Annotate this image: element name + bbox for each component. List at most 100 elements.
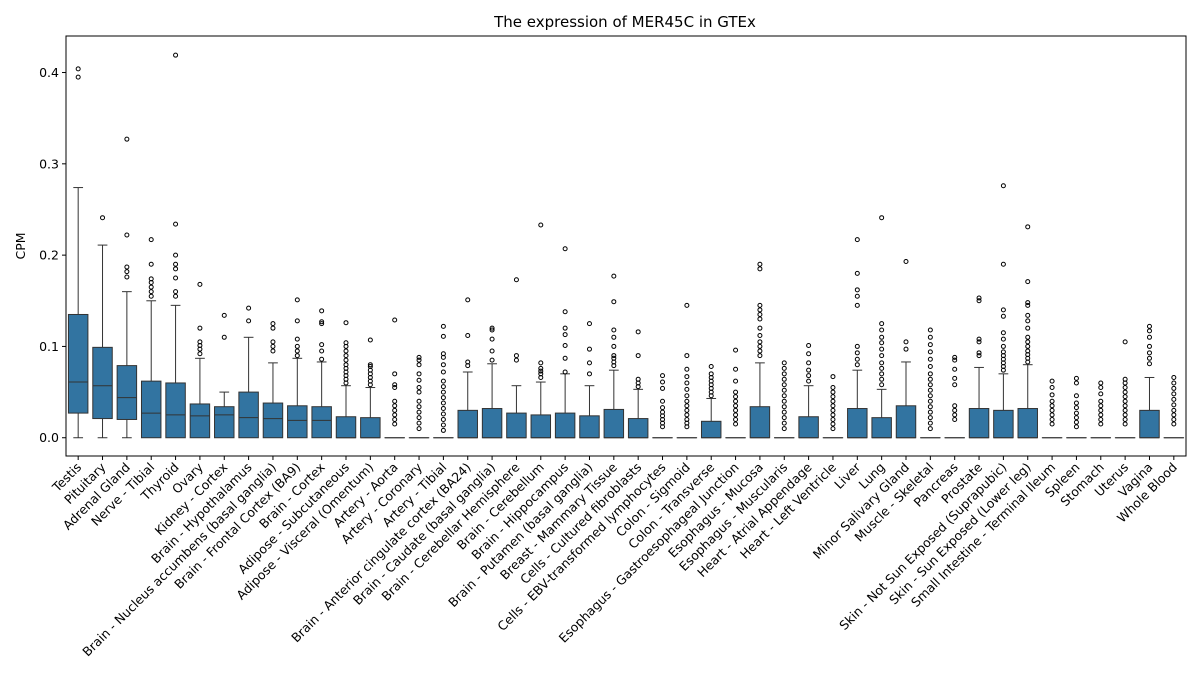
outlier-point xyxy=(1000,183,1006,189)
outlier-point xyxy=(952,366,958,372)
outlier-point xyxy=(319,342,325,348)
box-group xyxy=(335,320,357,439)
outlier-point xyxy=(1122,407,1128,413)
outlier-point xyxy=(927,393,933,399)
outlier-point xyxy=(294,336,300,342)
outlier-point xyxy=(1073,410,1079,416)
outlier-point xyxy=(343,348,349,354)
outlier-point xyxy=(635,353,641,359)
outlier-point xyxy=(806,373,812,379)
outlier-point xyxy=(173,252,179,258)
outlier-point xyxy=(976,336,982,342)
outlier-point xyxy=(197,351,203,357)
outlier-point xyxy=(173,293,179,299)
outlier-point xyxy=(611,355,617,361)
outlier-point xyxy=(1122,394,1128,400)
outlier-point xyxy=(392,416,398,422)
outlier-point xyxy=(1146,343,1152,349)
box xyxy=(798,416,819,439)
outlier-point xyxy=(319,319,325,325)
outlier-point xyxy=(1025,312,1031,318)
outlier-point xyxy=(611,327,617,333)
outlier-point xyxy=(903,346,909,352)
box xyxy=(360,417,381,439)
outlier-point xyxy=(270,339,276,345)
box xyxy=(506,412,527,439)
outlier-point xyxy=(733,366,739,372)
outlier-point xyxy=(392,412,398,418)
outlier-point xyxy=(1098,407,1104,413)
outlier-point xyxy=(173,52,179,58)
outlier-point xyxy=(1049,392,1055,398)
outlier-point xyxy=(294,353,300,359)
outlier-point xyxy=(465,332,471,338)
box-group xyxy=(725,347,746,439)
outlier-point xyxy=(757,325,763,331)
box xyxy=(92,346,113,420)
outlier-point xyxy=(1171,380,1177,386)
outlier-point xyxy=(757,339,763,345)
outlier-point xyxy=(927,356,933,362)
outlier-point xyxy=(343,340,349,346)
outlier-point xyxy=(927,398,933,404)
outlier-point xyxy=(757,348,763,354)
outlier-point xyxy=(538,368,544,374)
outlier-point xyxy=(1171,421,1177,427)
outlier-point xyxy=(197,281,203,287)
outlier-point xyxy=(440,416,446,422)
outlier-point xyxy=(392,421,398,427)
outlier-point xyxy=(781,398,787,404)
box xyxy=(968,408,990,439)
outlier-point xyxy=(976,339,982,345)
outlier-point xyxy=(830,394,836,400)
outlier-point xyxy=(611,334,617,340)
outlier-point xyxy=(173,275,179,281)
outlier-point xyxy=(952,357,958,363)
outlier-point xyxy=(952,382,958,388)
box xyxy=(481,408,503,439)
box-group xyxy=(822,374,844,439)
box-group xyxy=(481,325,503,439)
box-group xyxy=(700,364,722,439)
outlier-point xyxy=(806,378,812,384)
outlier-point xyxy=(392,407,398,413)
outlier-point xyxy=(1171,385,1177,391)
outlier-point xyxy=(854,270,860,276)
outlier-point xyxy=(489,325,495,331)
outlier-point xyxy=(733,394,739,400)
box-group xyxy=(530,222,552,439)
outlier-point xyxy=(1122,412,1128,418)
outlier-point xyxy=(927,334,933,340)
outlier-point xyxy=(416,354,422,360)
outlier-point xyxy=(927,371,933,377)
outlier-point xyxy=(416,420,422,426)
outlier-point xyxy=(806,367,812,373)
outlier-point xyxy=(879,365,885,371)
outlier-point xyxy=(1122,416,1128,422)
box-group xyxy=(311,308,332,439)
box-group xyxy=(554,246,576,439)
outlier-point xyxy=(367,362,373,368)
outlier-point xyxy=(830,421,836,427)
outlier-point xyxy=(246,318,252,324)
outlier-point xyxy=(1098,385,1104,391)
box-group xyxy=(287,297,308,439)
outlier-point xyxy=(879,376,885,382)
outlier-point xyxy=(927,327,933,333)
outlier-point xyxy=(879,321,885,327)
outlier-point xyxy=(416,409,422,415)
outlier-point xyxy=(684,416,690,422)
outlier-point xyxy=(294,318,300,324)
outlier-point xyxy=(830,398,836,404)
outlier-point xyxy=(781,371,787,377)
outlier-point xyxy=(1073,419,1079,425)
box-group xyxy=(189,281,211,439)
outlier-point xyxy=(440,362,446,368)
outlier-point xyxy=(586,360,592,366)
outlier-point xyxy=(1171,412,1177,418)
outlier-point xyxy=(1049,378,1055,384)
box xyxy=(895,405,917,439)
box-group xyxy=(676,302,698,439)
outlier-point xyxy=(1073,400,1079,406)
box xyxy=(189,403,211,439)
